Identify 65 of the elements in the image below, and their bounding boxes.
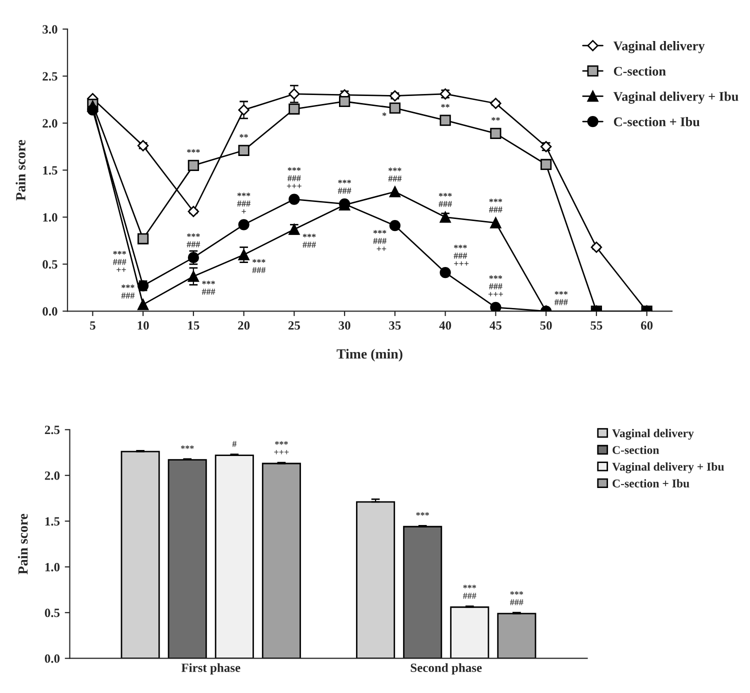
data-label: *** ### +++ (488, 275, 503, 296)
x-tick-label: Second phase (410, 663, 482, 675)
data-label: *** ### (202, 280, 216, 295)
legend-label: C-section + Ibu (612, 479, 690, 488)
y-tick-label: 1.5 (43, 166, 58, 175)
x-tick-label: 50 (540, 321, 552, 330)
data-label: *** (180, 446, 194, 449)
data-label: *** ### (302, 234, 316, 248)
y-tick-label: 1.5 (45, 517, 60, 526)
y-tick-label: 0.0 (44, 654, 60, 663)
x-tick-label: 60 (640, 321, 653, 330)
data-label: *** ### (338, 180, 352, 194)
legend-label: Vaginal delivery + Ibu (612, 462, 724, 474)
y-tick-label: 2.5 (42, 72, 58, 81)
legend-label: C-section + Ibu (614, 116, 700, 126)
x-tick-label: 25 (288, 321, 300, 330)
legend-label: C-section (614, 66, 666, 76)
y-tick-label: 3.0 (42, 25, 58, 34)
data-label: *** ### (186, 233, 200, 248)
x-tick-label: 35 (389, 321, 401, 330)
x-tick-label: First phase (181, 663, 240, 675)
data-label: ** (441, 104, 450, 108)
x-axis-title: Time (min) (336, 348, 402, 362)
data-label: *** ### (121, 284, 135, 298)
x-tick-label: 30 (338, 321, 350, 330)
legend-label: Vaginal delivery (612, 428, 694, 440)
legend-label: C-section (612, 446, 660, 454)
x-tick-label: 10 (138, 321, 149, 330)
y-axis-title: Pain score (16, 140, 26, 200)
data-label: *** ### (489, 198, 502, 213)
x-tick-label: 15 (188, 321, 200, 330)
data-label: *** ### (388, 168, 402, 182)
y-tick-label: 0.5 (44, 608, 60, 618)
data-label: * (382, 112, 386, 116)
data-label: ** (240, 134, 248, 138)
data-label: *** ### ++ (373, 230, 386, 251)
data-label: *** (416, 512, 429, 516)
y-tick-label: 1.0 (45, 562, 60, 572)
legend-label: Vaginal delivery (613, 41, 705, 54)
y-tick-label: 2.0 (44, 471, 60, 480)
y-tick-label: 0.0 (42, 307, 58, 316)
data-label: *** ### + (237, 192, 250, 214)
data-label: *** ### (438, 193, 452, 207)
x-tick-label: 20 (238, 321, 250, 330)
data-label: *** ### +++ (454, 244, 469, 266)
data-label: *** ### (510, 591, 524, 606)
data-label: ** (492, 117, 500, 121)
y-axis-title: Pain score (18, 514, 28, 574)
y-tick-label: 1.0 (43, 213, 58, 222)
data-label: *** +++ (274, 441, 289, 454)
data-label: *** ### (554, 291, 568, 306)
data-label: *** ### +++ (286, 167, 302, 188)
x-tick-label: 5 (90, 321, 96, 330)
x-tick-label: 45 (490, 321, 502, 330)
legend-label: Vaginal delivery + Ibu (613, 92, 738, 104)
x-tick-label: 40 (439, 321, 452, 330)
data-label: *** ### (252, 259, 266, 274)
data-label: *** ### ++ (112, 251, 126, 272)
data-label: # (232, 440, 237, 447)
x-tick-label: 55 (590, 321, 602, 330)
y-tick-label: 2.0 (42, 119, 58, 128)
data-label: *** (187, 149, 200, 153)
y-tick-label: 0.5 (42, 260, 58, 269)
data-label: *** ### (462, 584, 476, 599)
y-tick-label: 2.5 (44, 426, 60, 434)
